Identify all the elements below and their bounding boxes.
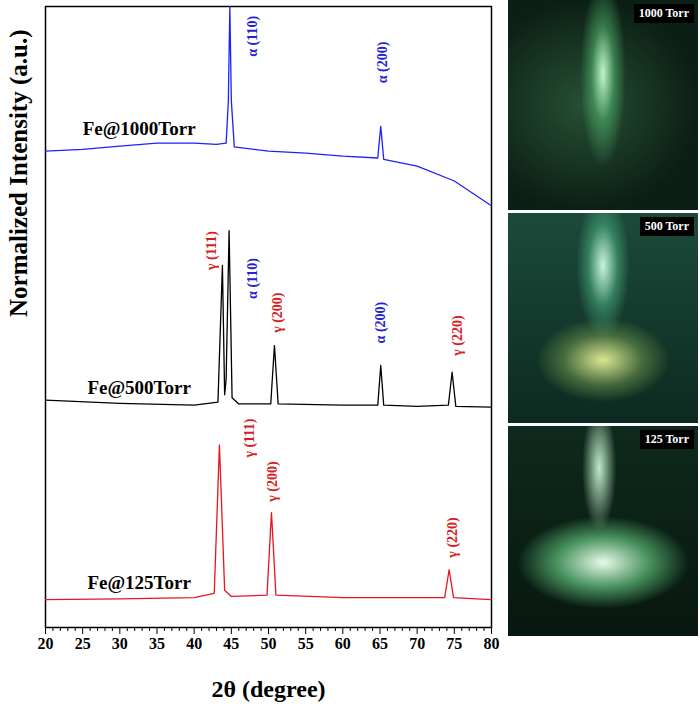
svg-text:30: 30	[112, 635, 128, 652]
svg-text:65: 65	[372, 635, 388, 652]
svg-text:50: 50	[261, 635, 277, 652]
svg-text:Fe@1000Torr: Fe@1000Torr	[83, 118, 197, 139]
svg-text:20: 20	[38, 635, 54, 652]
svg-text:25: 25	[75, 635, 91, 652]
svg-text:55: 55	[298, 635, 314, 652]
svg-text:α (110): α (110)	[245, 16, 261, 57]
svg-text:Fe@500Torr: Fe@500Torr	[87, 377, 191, 398]
svg-text:45: 45	[223, 635, 239, 652]
svg-text:γ (200): γ (200)	[265, 461, 281, 503]
svg-text:35: 35	[149, 635, 165, 652]
svg-text:γ (220): γ (220)	[450, 315, 466, 357]
svg-text:40: 40	[186, 635, 202, 652]
svg-text:Fe@125Torr: Fe@125Torr	[87, 572, 191, 593]
svg-text:60: 60	[335, 635, 351, 652]
svg-text:α (110): α (110)	[245, 258, 261, 299]
svg-text:75: 75	[446, 635, 462, 652]
svg-text:γ (111): γ (111)	[242, 418, 258, 458]
svg-text:70: 70	[409, 635, 425, 652]
svg-text:γ (220): γ (220)	[445, 517, 461, 559]
svg-text:Normalized Intensity (a.u.): Normalized Intensity (a.u.)	[5, 30, 33, 317]
svg-text:γ (200): γ (200)	[270, 292, 286, 334]
html-text:125 Torr: 125 Torr	[644, 432, 689, 446]
svg-text:α (200): α (200)	[375, 41, 391, 83]
svg-text:80: 80	[484, 635, 500, 652]
svg-text:2θ (degree): 2θ (degree)	[211, 676, 325, 702]
html-text:1000 Torr: 1000 Torr	[638, 6, 689, 20]
svg-text:γ (111): γ (111)	[204, 231, 220, 271]
svg-text:α (200): α (200)	[373, 301, 389, 343]
html-text:500 Torr: 500 Torr	[644, 219, 689, 233]
